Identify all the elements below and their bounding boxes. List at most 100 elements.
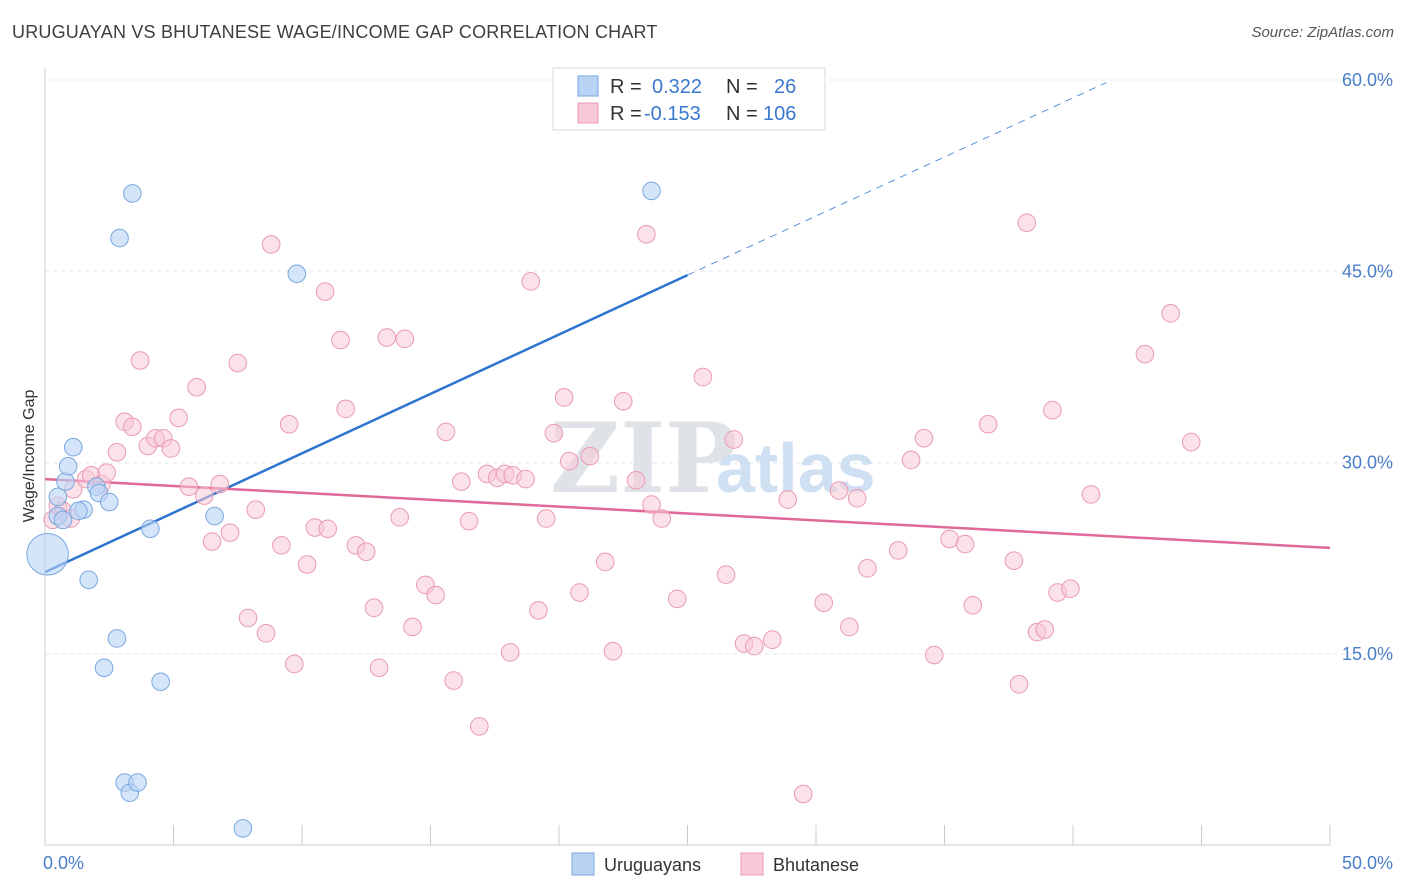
bhutanese-point <box>667 589 687 609</box>
x-tick-label: 50.0% <box>1342 853 1393 873</box>
bhutanese-point <box>356 542 376 562</box>
bhutanese-points <box>43 213 1201 804</box>
bhutanese-point <box>195 486 214 505</box>
uruguayan-point <box>128 773 147 792</box>
bhutanese-point <box>179 477 199 497</box>
bhutanese-point <box>169 408 188 428</box>
bhutanese-point <box>914 428 934 448</box>
bhutanese-point <box>238 608 258 628</box>
bhutanese-point <box>595 552 615 572</box>
bhutanese-point <box>426 585 445 605</box>
bhutanese-point <box>814 593 834 613</box>
uruguayan-point <box>69 501 88 521</box>
uruguayan-points <box>26 181 661 838</box>
bhutanese-point <box>272 536 291 555</box>
uruguayan-point <box>205 506 224 526</box>
bhutanese-point <box>778 490 798 509</box>
bhutanese-point <box>570 583 589 602</box>
bhutanese-point <box>1161 304 1180 323</box>
uruguayan-point <box>26 533 69 576</box>
uruguayan-point <box>141 519 160 539</box>
bhutanese-point <box>829 481 849 500</box>
legend-r-label-2: R = <box>610 103 642 125</box>
bhutanese-point <box>940 529 959 549</box>
chart-title: URUGUAYAN VS BHUTANESE WAGE/INCOME GAP C… <box>12 22 658 42</box>
uruguayan-point <box>63 437 83 457</box>
bhutanese-point <box>459 511 479 531</box>
bhutanese-point <box>603 641 623 661</box>
bhutanese-point <box>470 717 489 736</box>
bhutanese-point <box>297 555 317 574</box>
y-tick-label: 15.0% <box>1342 644 1393 664</box>
legend-r-label-1: R = <box>610 76 642 98</box>
uruguayan-point <box>79 570 98 590</box>
bhutanese-point <box>228 353 248 373</box>
watermark: ZIP atlas <box>550 402 876 515</box>
bhutanese-point <box>580 446 600 466</box>
legend-n-label-1: N = <box>726 76 758 98</box>
bhutanese-point <box>284 654 304 674</box>
uruguayan-point <box>110 228 129 248</box>
bhutanese-point <box>963 596 983 615</box>
bhutanese-point <box>745 636 764 656</box>
bhutanese-point <box>1043 400 1062 420</box>
uruguayan-point <box>94 658 114 678</box>
uruguayan-point <box>99 492 119 512</box>
uruguayan-point <box>287 264 307 284</box>
chart-source: Source: ZipAtlas.com <box>1251 24 1394 41</box>
bhutanese-point <box>246 500 266 519</box>
bottom-legend-swatch-uruguayans <box>571 852 595 876</box>
series-legend: Uruguayans Bhutanese <box>571 852 859 876</box>
bhutanese-point <box>377 328 397 347</box>
y-tick-label: 30.0% <box>1342 453 1393 473</box>
uruguayan-point <box>56 472 75 491</box>
bhutanese-point <box>107 443 127 462</box>
bhutanese-point <box>1061 579 1080 599</box>
correlation-legend: R = 0.322 N = 26 R = -0.153 N = 106 <box>552 67 826 131</box>
bhutanese-point <box>858 559 877 578</box>
uruguayan-point <box>123 184 142 203</box>
bhutanese-point <box>315 282 335 301</box>
bhutanese-point <box>529 601 548 620</box>
y-tick-label: 60.0% <box>1342 70 1393 90</box>
bhutanese-point <box>369 658 389 678</box>
bhutanese-point <box>693 367 713 387</box>
bhutanese-point <box>436 422 456 442</box>
bottom-legend-uruguayans: Uruguayans <box>604 855 701 875</box>
bhutanese-point <box>652 509 672 528</box>
bhutanese-point <box>888 541 908 560</box>
bhutanese-point <box>1081 485 1101 504</box>
bhutanese-point <box>452 472 471 491</box>
uruguayan-point <box>642 181 661 201</box>
bhutanese-point <box>123 417 142 437</box>
bhutanese-point <box>613 392 633 411</box>
uruguayan-point <box>58 457 78 476</box>
bhutanese-point <box>536 509 556 528</box>
bhutanese-point <box>554 388 574 407</box>
y-axis-title: Wage/Income Gap <box>21 390 38 523</box>
bhutanese-point <box>97 463 116 483</box>
bhutanese-point <box>1004 551 1024 570</box>
legend-swatch-uruguayans <box>577 75 599 97</box>
bhutanese-point <box>847 488 867 508</box>
bhutanese-point <box>403 617 422 637</box>
bhutanese-point <box>1135 344 1155 364</box>
bhutanese-point <box>202 532 222 551</box>
bhutanese-point <box>161 439 181 458</box>
bhutanese-point <box>500 643 520 662</box>
bhutanese-point <box>187 377 206 397</box>
bhutanese-point <box>1009 675 1029 694</box>
bhutanese-point <box>364 598 384 618</box>
bhutanese-point <box>279 414 299 434</box>
bhutanese-point <box>840 617 859 637</box>
bhutanese-point <box>220 523 240 542</box>
uruguayan-point <box>48 487 68 507</box>
legend-r-value-1: 0.322 <box>652 76 702 98</box>
bhutanese-point <box>521 272 541 291</box>
bhutanese-point <box>626 471 646 490</box>
bhutanese-point <box>1035 620 1055 639</box>
bhutanese-point <box>210 474 230 494</box>
bhutanese-point <box>544 423 564 443</box>
uruguayan-point <box>151 672 170 692</box>
bhutanese-point <box>724 430 744 449</box>
